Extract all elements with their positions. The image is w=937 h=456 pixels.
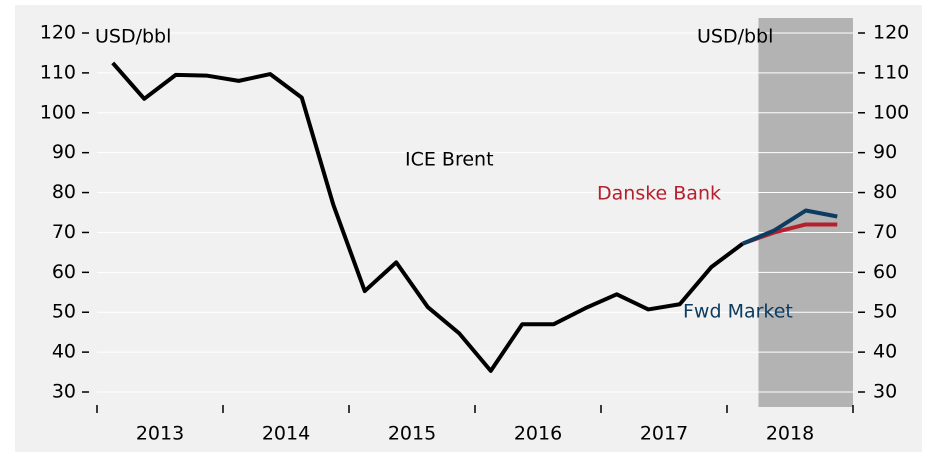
y2-tick-label: 80 [873, 181, 897, 203]
series-line [111, 61, 744, 373]
y-axis-label: USD/bbl [95, 26, 171, 48]
y2-tick-label: 100 [873, 101, 909, 123]
x-tick-label: 2013 [136, 423, 184, 445]
y2-tick-label: 40 [873, 341, 897, 363]
y-tick-label: 60 [52, 261, 76, 283]
y-tick-label: 30 [52, 381, 76, 403]
y-tick-label: 80 [52, 181, 76, 203]
x-tick-label: 2016 [514, 423, 562, 445]
series-line [741, 208, 838, 246]
y-tick-label: 40 [52, 341, 76, 363]
y2-tick-label: 120 [873, 22, 909, 44]
y2-tick-label: 70 [873, 221, 897, 243]
x-tick-label: 2014 [262, 423, 310, 445]
y-tick-label: 50 [52, 301, 76, 323]
x-tick-label: 2018 [766, 423, 814, 445]
series-label: Fwd Market [683, 301, 793, 323]
series-label: Danske Bank [597, 183, 721, 205]
y2-tick-label: 50 [873, 301, 897, 323]
y-tick-label: 110 [40, 61, 76, 83]
x-tick-label: 2017 [640, 423, 688, 445]
series-label: ICE Brent [405, 149, 494, 171]
y2-tick-label: 110 [873, 61, 909, 83]
y-tick-label: 70 [52, 221, 76, 243]
y-tick-label: 90 [52, 141, 76, 163]
y2-tick-label: 90 [873, 141, 897, 163]
y2-tick-label: 60 [873, 261, 897, 283]
y-tick-label: 100 [40, 101, 76, 123]
y2-tick-label: 30 [873, 381, 897, 403]
y2-axis-label: USD/bbl [697, 26, 773, 48]
x-tick-label: 2015 [388, 423, 436, 445]
y-tick-label: 120 [40, 22, 76, 44]
